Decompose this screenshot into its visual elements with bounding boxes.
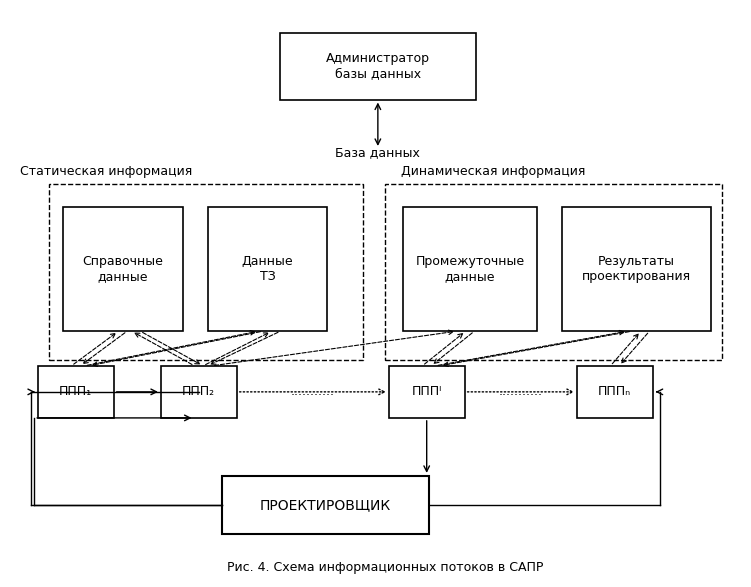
FancyBboxPatch shape bbox=[222, 476, 429, 534]
Text: ...........: ........... bbox=[499, 386, 543, 399]
Text: Администратор
базы данных: Администратор базы данных bbox=[326, 52, 430, 80]
FancyBboxPatch shape bbox=[280, 33, 475, 100]
Text: ...........: ........... bbox=[291, 386, 335, 399]
Text: Данные
ТЗ: Данные ТЗ bbox=[242, 255, 294, 283]
Text: ППП₁: ППП₁ bbox=[59, 386, 92, 399]
Text: База данных: База данных bbox=[336, 146, 421, 159]
FancyBboxPatch shape bbox=[562, 207, 710, 331]
FancyBboxPatch shape bbox=[161, 366, 237, 418]
Text: Справочные
данные: Справочные данные bbox=[83, 255, 163, 283]
FancyBboxPatch shape bbox=[63, 207, 182, 331]
Text: ПРОЕКТИРОВЩИК: ПРОЕКТИРОВЩИК bbox=[260, 498, 391, 512]
Text: Рис. 4. Схема информационных потоков в САПР: Рис. 4. Схема информационных потоков в С… bbox=[227, 561, 543, 574]
FancyBboxPatch shape bbox=[403, 207, 537, 331]
Text: ПППᴵ: ПППᴵ bbox=[412, 386, 442, 399]
Text: Результаты
проектирования: Результаты проектирования bbox=[582, 255, 691, 283]
FancyBboxPatch shape bbox=[389, 366, 465, 418]
Text: Статическая информация: Статическая информация bbox=[20, 165, 193, 178]
Text: Промежуточные
данные: Промежуточные данные bbox=[415, 255, 525, 283]
Text: ПППₙ: ПППₙ bbox=[599, 386, 632, 399]
FancyBboxPatch shape bbox=[577, 366, 653, 418]
Text: ППП₂: ППП₂ bbox=[182, 386, 216, 399]
Text: Динамическая информация: Динамическая информация bbox=[402, 165, 586, 178]
FancyBboxPatch shape bbox=[38, 366, 114, 418]
FancyBboxPatch shape bbox=[208, 207, 327, 331]
